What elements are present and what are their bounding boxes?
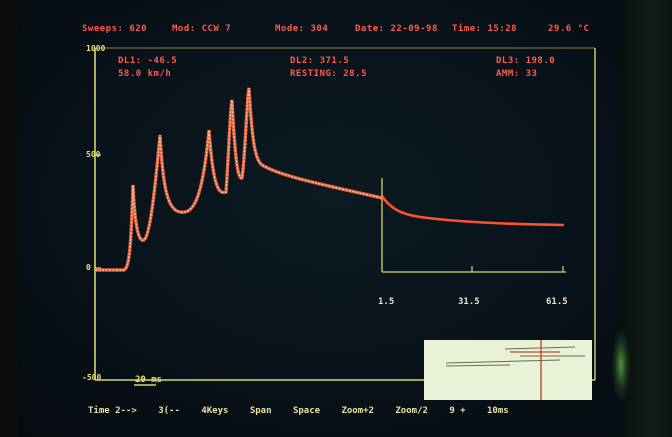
- readout-right-bottom: AMM: 33: [496, 69, 538, 79]
- indicator-light: [612, 330, 630, 400]
- mode-readout: Mode: 304: [275, 24, 329, 34]
- overview-panel: [424, 340, 592, 400]
- monitor-bezel-right: [622, 0, 672, 437]
- softkey-9[interactable]: 9 +: [449, 406, 466, 416]
- softkey-3[interactable]: 3(--: [158, 406, 180, 416]
- temperature-readout: 29.6 °C: [548, 24, 590, 34]
- y-label-mid: 500: [86, 150, 101, 159]
- x-tick-label-mid: 31.5: [458, 297, 480, 307]
- date-readout: Date: 22-09-98: [355, 24, 438, 34]
- readout-left-top: DL1: -46.5: [118, 56, 178, 66]
- softkey-time[interactable]: Time 2-->: [88, 406, 137, 416]
- softkey-space[interactable]: Space: [292, 406, 321, 416]
- softkey-10ms[interactable]: 10ms: [487, 406, 509, 416]
- softkey-menu: Time 2--> 3(-- 4Keys Span Space Zoom+2 Z…: [88, 406, 525, 416]
- method-readout: Mod: CCW 7: [172, 24, 232, 34]
- readout-center-top: DL2: 371.5: [290, 56, 350, 66]
- x-tick-label-start: 1.5: [378, 297, 395, 307]
- time-readout: Time: 15:28: [452, 24, 518, 34]
- x-tick-label-end: 61.5: [546, 297, 568, 307]
- softkey-zoom-out[interactable]: Zoom/2: [395, 406, 428, 416]
- monitor-bezel-left: [0, 0, 18, 437]
- softkey-zoom-in[interactable]: Zoom+2: [341, 406, 374, 416]
- sweeps-readout: Sweeps: 620: [82, 24, 148, 34]
- y-label-bottom: -500: [82, 373, 102, 382]
- readout-right-top: DL3: 198.0: [496, 56, 556, 66]
- softkey-keys[interactable]: 4Keys: [201, 406, 229, 416]
- overview-trace-2: [445, 364, 511, 367]
- main-trace: [95, 87, 383, 271]
- readout-left-bottom: 58.0 km/h: [118, 69, 172, 79]
- inset-trace: [380, 195, 565, 227]
- softkey-span[interactable]: Span: [249, 406, 272, 416]
- y-label-zero: 0: [86, 263, 91, 272]
- overview-trace-3: [504, 346, 576, 350]
- readout-center-bottom: RESTING: 28.5: [290, 69, 367, 79]
- main-trace-glow: [95, 87, 383, 272]
